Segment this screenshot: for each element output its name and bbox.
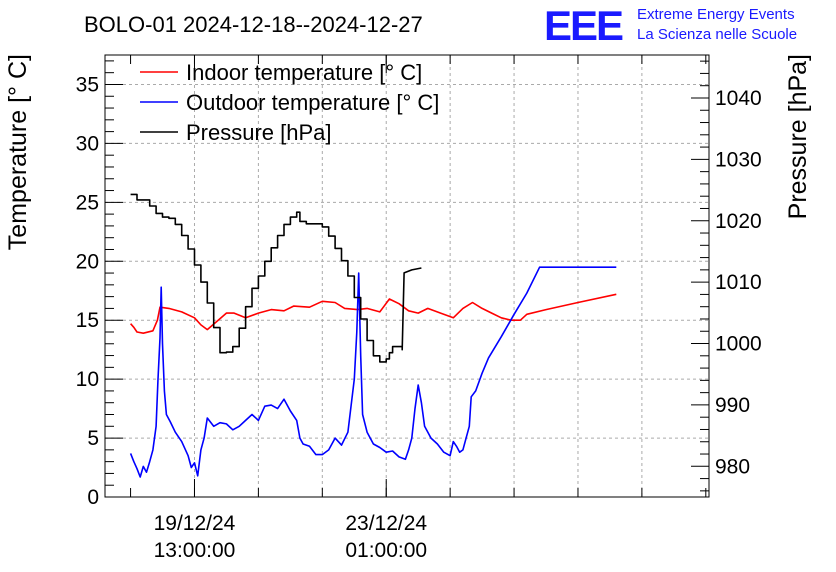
logo-line2: La Scienza nelle Scuole [637, 26, 797, 43]
y2-ticks: 980 990 1000 1010 1020 1030 1040 [691, 60, 762, 492]
y-ticks: 0 5 10 15 20 25 30 35 [76, 60, 123, 509]
y-tick-label: 35 [76, 73, 99, 96]
y2-axis-title: Pressure [hPa] [784, 54, 812, 219]
series-line-2 [129, 266, 617, 478]
series-line-3 [130, 193, 422, 363]
y-tick-label: 10 [76, 368, 99, 391]
y-tick-label: 30 [76, 132, 99, 155]
x-tick-label-date: 19/12/24 [154, 512, 236, 535]
x-tick-label-time: 01:00:00 [345, 539, 427, 562]
series-line-1 [130, 293, 617, 334]
y-tick-label: 25 [76, 191, 99, 214]
y2-tick-label: 1020 [715, 210, 762, 233]
x-ticks: 19/12/24 13:00:00 23/12/24 01:00:00 [130, 55, 707, 562]
legend: Indoor temperature [° C] Outdoor temperat… [140, 60, 439, 145]
plot-frame [104, 54, 710, 498]
y2-tick-label: 1040 [715, 87, 762, 110]
y-axis-title: Temperature [° C] [4, 54, 32, 250]
legend-entry-1: Indoor temperature [° C] [186, 60, 422, 85]
chart-title: BOLO-01 2024-12-18--2024-12-27 [84, 12, 423, 37]
x-tick-label-date: 23/12/24 [345, 512, 427, 535]
legend-entry-2: Outdoor temperature [° C] [186, 90, 439, 115]
y2-tick-label: 1000 [715, 333, 762, 356]
x-tick-label-time: 13:00:00 [154, 539, 236, 562]
y2-tick-label: 990 [715, 394, 750, 417]
y2-tick-label: 980 [715, 455, 750, 478]
logo-mark: EEE [544, 2, 623, 49]
y2-tick-label: 1010 [715, 271, 762, 294]
logo-line1: Extreme Energy Events [637, 6, 795, 23]
legend-entry-3: Pressure [hPa] [186, 120, 332, 145]
y-tick-label: 15 [76, 309, 99, 332]
series-layer [129, 193, 617, 478]
y2-tick-label: 1030 [715, 148, 762, 171]
y-tick-label: 0 [87, 486, 99, 509]
y-tick-label: 5 [87, 427, 99, 450]
y-tick-label: 20 [76, 250, 99, 273]
grid [105, 55, 709, 497]
logo: EEE Extreme Energy Events La Scienza nel… [544, 2, 797, 49]
